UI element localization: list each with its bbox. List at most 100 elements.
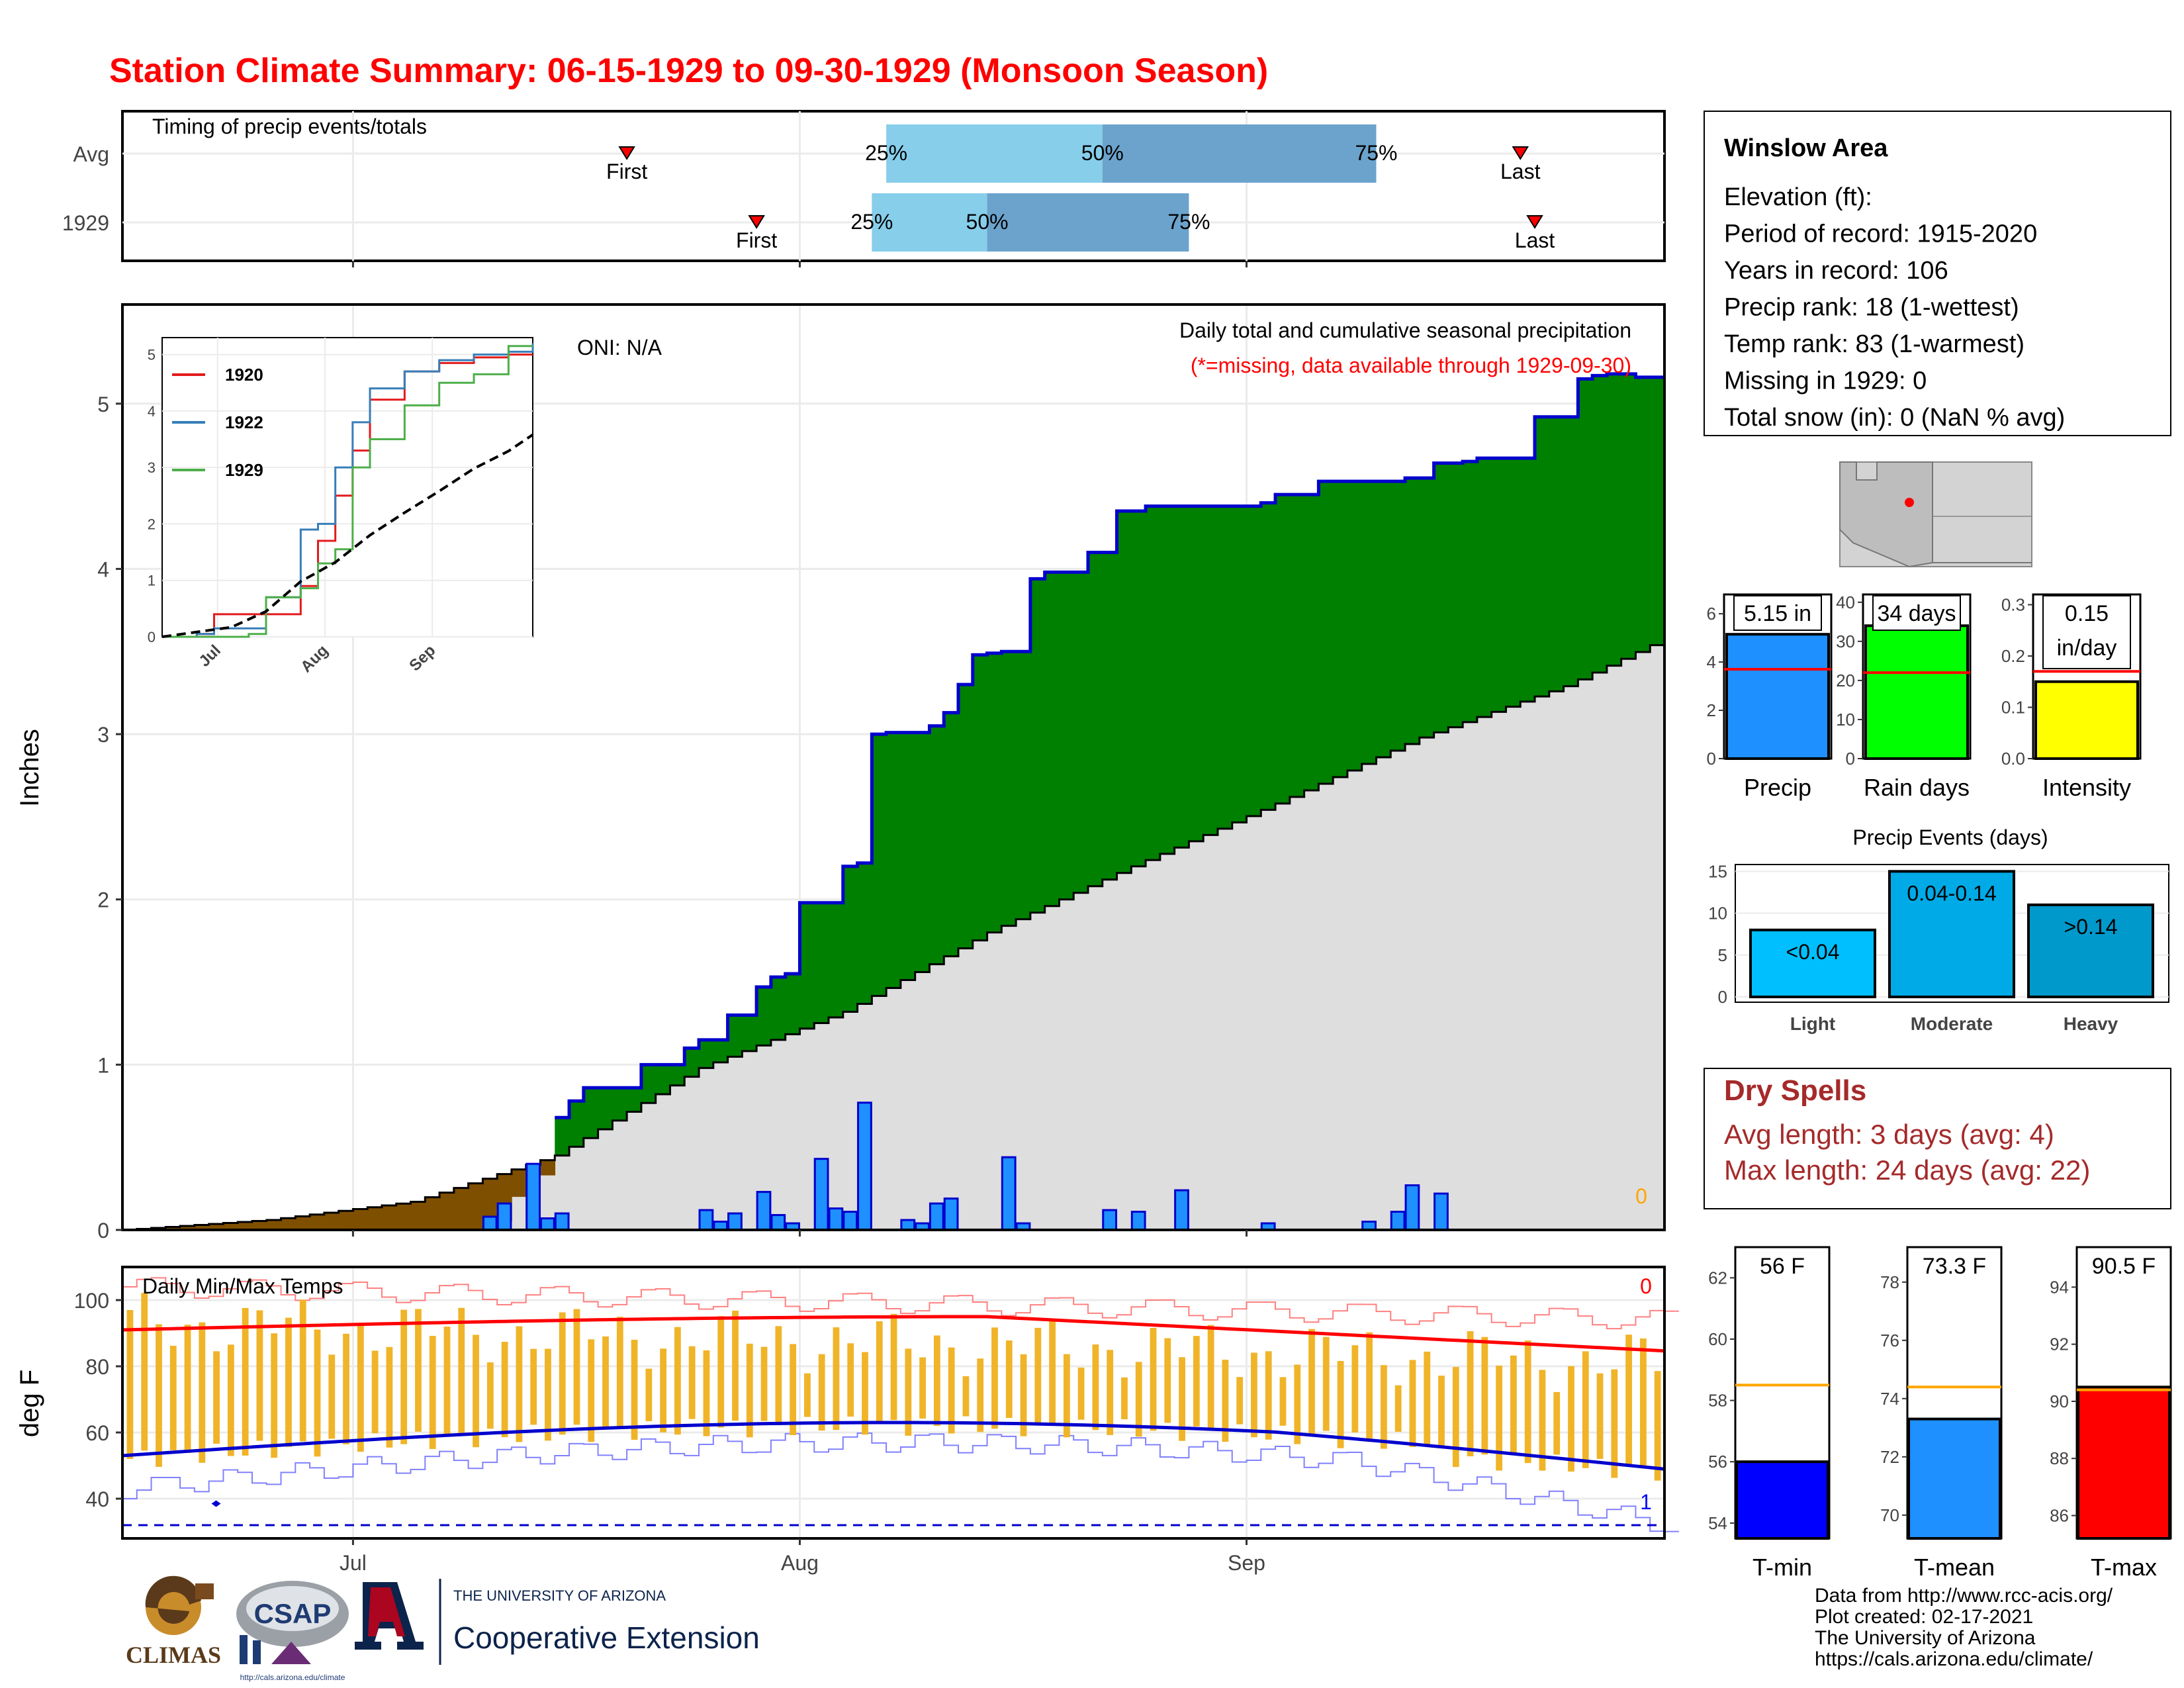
mini-category-label: Precip [1744,774,1811,801]
cumulative-difference-segment [238,1222,253,1230]
daily-temp-bar [559,1312,566,1435]
daily-temp-bar [371,1350,379,1434]
mini-bar [1864,624,1969,760]
y-tick-label: 30 [1836,632,1855,651]
cumulative-difference-segment [583,1088,599,1139]
average-max-temp-line [122,1315,1665,1353]
daily-temp-bar [1020,1354,1027,1436]
daily-precip-bar [1174,1189,1189,1231]
daily-temp-bar [962,1376,970,1417]
daily-temp-bar [156,1324,162,1467]
daily-precip-bar [539,1217,555,1231]
y-tick-label: 2 [97,888,109,912]
cumulative-difference-segment [1549,416,1565,692]
daily-temp-bar [1193,1336,1200,1427]
cumulative-difference-segment [1578,379,1593,680]
daily-temp-bar [948,1347,955,1434]
credit-line: Data from http://www.rcc-acis.org/ [1815,1585,2113,1607]
cumulative-difference-segment [310,1214,325,1230]
temp-missing-hi: 0 [1640,1274,1652,1298]
cumulative-difference-segment [987,653,1003,933]
temp-panel: 40 60 80 100 Daily Min/Max Temps 0 1 deg F [15,1266,1679,1540]
mini-value-label: 73.3 F [1923,1254,1986,1279]
cumulative-difference-segment [251,1221,267,1230]
ua-small-text: THE UNIVERSITY OF ARIZONA [453,1587,666,1604]
inset-y-tick-label: 3 [148,459,156,476]
cumulative-difference-segment [1448,463,1463,727]
daily-temp-bar [530,1348,537,1425]
cumulative-difference-segment [425,1197,440,1230]
daily-precip-bar [842,1211,858,1231]
csap-logo-text: CSAP [254,1598,332,1629]
daily-temp-bar [890,1313,897,1421]
cumulative-difference-segment [857,863,873,1004]
daily-precip-bar [857,1102,872,1231]
daily-temp-bar [833,1327,840,1430]
cumulative-difference-segment [770,977,786,1040]
mini-bar [2034,680,2139,760]
daily-temp-bar [429,1336,436,1449]
daily-temp-bar [1481,1336,1488,1455]
precip-note-missing: (*=missing, data available through 1929-… [1191,353,1631,377]
y-tick-label: 54 [1708,1513,1727,1533]
daily-temp-bar [473,1335,479,1448]
daily-temp-bar [1654,1371,1661,1481]
daily-temp-bar [1049,1319,1056,1423]
y-tick-label: 100 [74,1289,109,1313]
cumulative-difference-segment [367,1207,383,1230]
precip-event-bar-label: <0.04 [1786,940,1840,964]
cumulative-difference-segment [1131,511,1146,867]
cumulative-difference-segment [281,1218,296,1230]
cumulative-difference-segment [742,1015,757,1051]
cumulative-difference-segment [1232,506,1248,823]
precip-event-bar [1888,870,2015,999]
daily-precip-bar [756,1191,772,1231]
daily-temp-bar [1322,1336,1330,1431]
y-tick-label: 62 [1708,1268,1727,1288]
daily-temp-bar [1625,1335,1633,1466]
y-tick-label: 94 [2050,1277,2069,1297]
daily-temp-bar [1568,1366,1574,1472]
daily-temp-bar [1034,1327,1042,1424]
cumulative-difference-segment [1361,481,1377,765]
y-tick-label: 20 [1836,671,1855,690]
daily-temp-bar [1179,1357,1185,1441]
inset-y-tick-label: 4 [148,403,156,420]
daily-temp-bar [1582,1351,1589,1468]
y-tick-label: 60 [85,1421,109,1445]
dry-spells-box: Dry Spells Avg length: 3 days (avg: 4) M… [1704,1068,2171,1209]
daily-temp-bar [602,1336,609,1427]
cumulative-difference-segment [410,1201,426,1230]
daily-precip-bar [698,1209,714,1231]
y-tick-label: 56 [1708,1452,1727,1472]
month-axis: Jul Aug Sep [340,261,1265,1575]
y-tick-label: 0.1 [2001,698,2025,718]
daily-temp-bar [732,1310,739,1421]
y-tick-label: 58 [1708,1391,1727,1411]
daily-precip-bar [482,1215,498,1231]
daily-precip-bar [525,1162,541,1231]
daily-temp-bar [141,1293,148,1451]
inset-series-line [161,434,534,638]
mini-category-label: T-max [2091,1554,2157,1581]
daily-temp-bar [443,1327,451,1436]
cumulative-difference-segment [670,1064,686,1086]
mini-value-label: in/day [2057,635,2117,661]
climas-logo: CLIMAS [126,1575,221,1668]
cumulative-difference-segment [944,712,959,957]
cumulative-difference-segment [684,1048,700,1077]
daily-temp-bar [1539,1370,1546,1471]
info-line: Elevation (ft): [1724,183,1872,211]
timing-marker-label: First [606,160,647,183]
daily-temp-bar [1496,1366,1503,1471]
y-tick-label: 0.3 [2001,595,2025,615]
record-high-line [122,1277,1679,1330]
precip-event-category: Heavy [2064,1013,2118,1034]
daily-temp-bar [977,1358,984,1432]
daily-temp-bar [660,1348,667,1432]
cumulative-difference-segment [1275,494,1291,804]
daily-temp-bar [1467,1331,1474,1456]
daily-temp-bar [126,1310,134,1459]
info-line: Precip rank: 18 (1-wettest) [1724,294,2019,322]
